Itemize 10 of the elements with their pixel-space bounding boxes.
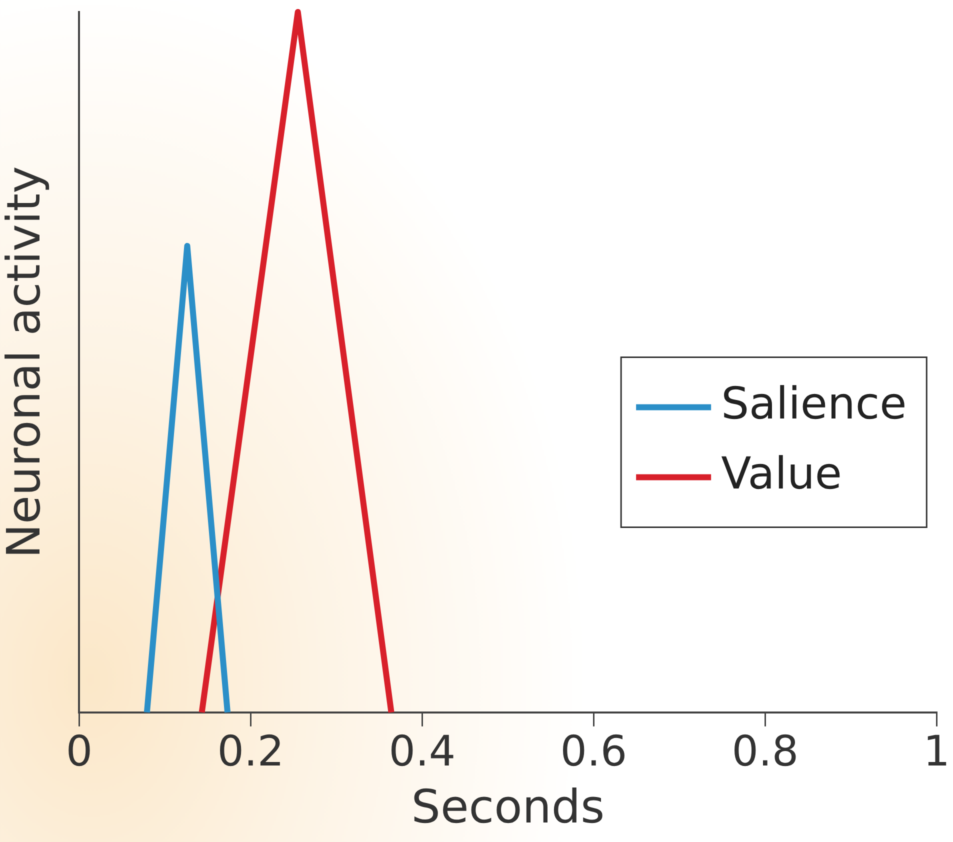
x-tick-label: 0.2: [217, 726, 284, 776]
legend-label: Salience: [721, 378, 907, 430]
x-axis-title: Seconds: [411, 779, 605, 834]
x-tick-label: 0.6: [560, 726, 628, 776]
x-tick-label: 0: [66, 726, 93, 776]
x-tick-label: 0.8: [732, 726, 799, 776]
x-tick-label: 0.4: [388, 726, 456, 776]
legend-label: Value: [721, 448, 842, 500]
y-axis-title: Neuronal activity: [0, 166, 51, 558]
x-tick-label: 1: [923, 726, 950, 776]
